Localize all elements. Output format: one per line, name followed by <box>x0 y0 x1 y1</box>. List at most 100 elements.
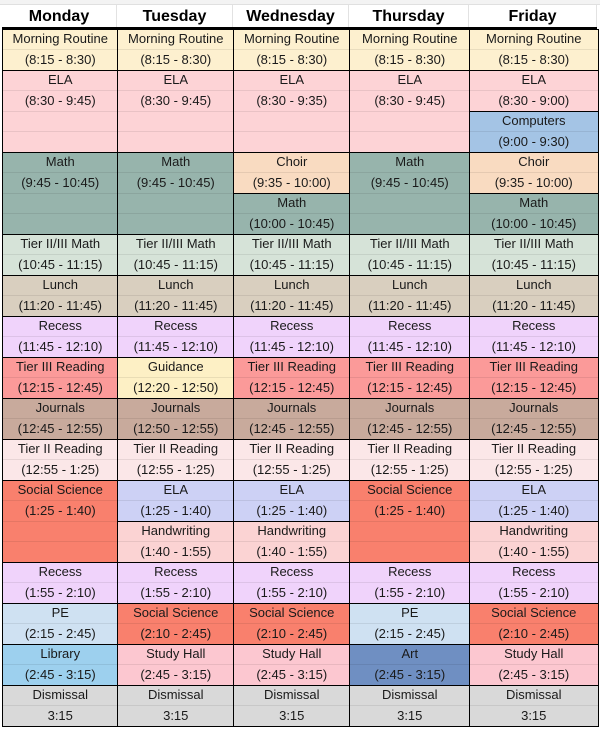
block-time: 3:15 <box>470 705 598 727</box>
block-subject: ELA <box>118 70 234 91</box>
schedule-block-monday-pe[interactable]: PE (2:15 - 2:45) <box>2 602 119 645</box>
block-time: (1:25 - 1:40) <box>118 500 234 522</box>
schedule-block-friday-recess[interactable]: Recess (1:55 - 2:10) <box>469 561 599 604</box>
schedule-block-monday-library[interactable]: Library (2:45 - 3:15) <box>2 643 119 686</box>
schedule-block-wednesday-journals[interactable]: Journals (12:45 - 12:55) <box>233 397 351 440</box>
block-subject: Dismissal <box>470 685 598 706</box>
schedule-block-thursday-tier-ii-iii-math[interactable]: Tier II/III Math (10:45 - 11:15) <box>349 233 471 276</box>
schedule-block-wednesday-tier-ii-reading[interactable]: Tier II Reading (12:55 - 1:25) <box>233 438 351 481</box>
schedule-block-wednesday-choir[interactable]: Choir (9:35 - 10:00) <box>233 151 351 194</box>
schedule-block-tuesday-dismissal[interactable]: Dismissal 3:15 <box>117 684 235 727</box>
schedule-block-wednesday-tier-iii-reading[interactable]: Tier III Reading (12:15 - 12:45) <box>233 356 351 399</box>
schedule-block-friday-handwriting[interactable]: Handwriting (1:40 - 1:55) <box>469 520 599 563</box>
schedule-block-friday-recess[interactable]: Recess (11:45 - 12:10) <box>469 315 599 358</box>
schedule-block-wednesday-dismissal[interactable]: Dismissal 3:15 <box>233 684 351 727</box>
block-subject: Recess <box>234 316 350 337</box>
schedule-block-wednesday-recess[interactable]: Recess (1:55 - 2:10) <box>233 561 351 604</box>
schedule-block-tuesday-ela[interactable]: ELA (1:25 - 1:40) <box>117 479 235 522</box>
block-time: (12:55 - 1:25) <box>3 459 118 481</box>
schedule-block-wednesday-handwriting[interactable]: Handwriting (1:40 - 1:55) <box>233 520 351 563</box>
block-time: (10:45 - 11:15) <box>350 254 470 276</box>
schedule-block-friday-tier-ii-reading[interactable]: Tier II Reading (12:55 - 1:25) <box>469 438 599 481</box>
empty-row <box>118 193 234 214</box>
schedule-block-monday-math[interactable]: Math (9:45 - 10:45) <box>2 151 119 235</box>
schedule-block-monday-dismissal[interactable]: Dismissal 3:15 <box>2 684 119 727</box>
schedule-block-monday-tier-ii-iii-math[interactable]: Tier II/III Math (10:45 - 11:15) <box>2 233 119 276</box>
schedule-block-wednesday-ela[interactable]: ELA (1:25 - 1:40) <box>233 479 351 522</box>
block-subject: Journals <box>3 398 118 419</box>
schedule-block-friday-journals[interactable]: Journals (12:45 - 12:55) <box>469 397 599 440</box>
schedule-block-friday-tier-iii-reading[interactable]: Tier III Reading (12:15 - 12:45) <box>469 356 599 399</box>
schedule-block-tuesday-handwriting[interactable]: Handwriting (1:40 - 1:55) <box>117 520 235 563</box>
schedule-block-thursday-journals[interactable]: Journals (12:45 - 12:55) <box>349 397 471 440</box>
schedule-block-monday-tier-iii-reading[interactable]: Tier III Reading (12:15 - 12:45) <box>2 356 119 399</box>
empty-row <box>118 213 234 235</box>
schedule-block-friday-tier-ii-iii-math[interactable]: Tier II/III Math (10:45 - 11:15) <box>469 233 599 276</box>
schedule-block-thursday-tier-iii-reading[interactable]: Tier III Reading (12:15 - 12:45) <box>349 356 471 399</box>
schedule-block-wednesday-recess[interactable]: Recess (11:45 - 12:10) <box>233 315 351 358</box>
schedule-block-monday-morning-routine[interactable]: Morning Routine (8:15 - 8:30) <box>2 28 119 71</box>
schedule-block-thursday-math[interactable]: Math (9:45 - 10:45) <box>349 151 471 235</box>
schedule-block-tuesday-guidance[interactable]: Guidance (12:20 - 12:50) <box>117 356 235 399</box>
schedule-block-thursday-social-science[interactable]: Social Science (1:25 - 1:40) <box>349 479 471 563</box>
schedule-block-tuesday-lunch[interactable]: Lunch (11:20 - 11:45) <box>117 274 235 317</box>
schedule-block-friday-study-hall[interactable]: Study Hall (2:45 - 3:15) <box>469 643 599 686</box>
block-time: (12:15 - 12:45) <box>234 377 350 399</box>
schedule-block-monday-ela[interactable]: ELA (8:30 - 9:45) <box>2 69 119 153</box>
schedule-block-tuesday-ela[interactable]: ELA (8:30 - 9:45) <box>117 69 235 153</box>
schedule-block-tuesday-journals[interactable]: Journals (12:50 - 12:55) <box>117 397 235 440</box>
block-subject: Choir <box>470 152 598 173</box>
schedule-block-thursday-recess[interactable]: Recess (11:45 - 12:10) <box>349 315 471 358</box>
schedule-block-monday-recess[interactable]: Recess (11:45 - 12:10) <box>2 315 119 358</box>
block-subject: Social Science <box>3 480 118 501</box>
schedule-block-friday-math[interactable]: Math (10:00 - 10:45) <box>469 192 599 235</box>
schedule-block-thursday-tier-ii-reading[interactable]: Tier II Reading (12:55 - 1:25) <box>349 438 471 481</box>
block-time: (12:45 - 12:55) <box>470 418 598 440</box>
schedule-block-friday-lunch[interactable]: Lunch (11:20 - 11:45) <box>469 274 599 317</box>
block-subject: Study Hall <box>118 644 234 665</box>
schedule-block-monday-journals[interactable]: Journals (12:45 - 12:55) <box>2 397 119 440</box>
schedule-block-friday-choir[interactable]: Choir (9:35 - 10:00) <box>469 151 599 194</box>
schedule-block-thursday-pe[interactable]: PE (2:15 - 2:45) <box>349 602 471 645</box>
schedule-block-thursday-ela[interactable]: ELA (8:30 - 9:45) <box>349 69 471 153</box>
block-time: (12:20 - 12:50) <box>118 377 234 399</box>
block-subject: Journals <box>118 398 234 419</box>
schedule-block-thursday-morning-routine[interactable]: Morning Routine (8:15 - 8:30) <box>349 28 471 71</box>
schedule-block-wednesday-lunch[interactable]: Lunch (11:20 - 11:45) <box>233 274 351 317</box>
schedule-block-friday-ela[interactable]: ELA (1:25 - 1:40) <box>469 479 599 522</box>
block-time: (2:45 - 3:15) <box>470 664 598 686</box>
schedule-block-monday-lunch[interactable]: Lunch (11:20 - 11:45) <box>2 274 119 317</box>
schedule-block-tuesday-morning-routine[interactable]: Morning Routine (8:15 - 8:30) <box>117 28 235 71</box>
schedule-block-tuesday-study-hall[interactable]: Study Hall (2:45 - 3:15) <box>117 643 235 686</box>
schedule-block-monday-tier-ii-reading[interactable]: Tier II Reading (12:55 - 1:25) <box>2 438 119 481</box>
schedule-block-friday-computers[interactable]: Computers (9:00 - 9:30) <box>469 110 599 153</box>
empty-row <box>118 131 234 153</box>
block-time: (10:00 - 10:45) <box>470 213 598 235</box>
schedule-block-friday-social-science[interactable]: Social Science (2:10 - 2:45) <box>469 602 599 645</box>
schedule-block-wednesday-social-science[interactable]: Social Science (2:10 - 2:45) <box>233 602 351 645</box>
schedule-block-wednesday-ela[interactable]: ELA (8:30 - 9:35) <box>233 69 351 153</box>
schedule-block-monday-social-science[interactable]: Social Science (1:25 - 1:40) <box>2 479 119 563</box>
block-time: (2:45 - 3:15) <box>350 664 470 686</box>
schedule-block-wednesday-morning-routine[interactable]: Morning Routine (8:15 - 8:30) <box>233 28 351 71</box>
block-subject: Lunch <box>234 275 350 296</box>
schedule-block-tuesday-tier-ii-reading[interactable]: Tier II Reading (12:55 - 1:25) <box>117 438 235 481</box>
block-time: (11:45 - 12:10) <box>234 336 350 358</box>
schedule-block-thursday-recess[interactable]: Recess (1:55 - 2:10) <box>349 561 471 604</box>
schedule-block-friday-dismissal[interactable]: Dismissal 3:15 <box>469 684 599 727</box>
schedule-block-thursday-art[interactable]: Art (2:45 - 3:15) <box>349 643 471 686</box>
schedule-block-wednesday-tier-ii-iii-math[interactable]: Tier II/III Math (10:45 - 11:15) <box>233 233 351 276</box>
schedule-block-friday-morning-routine[interactable]: Morning Routine (8:15 - 8:30) <box>469 28 599 71</box>
schedule-block-monday-recess[interactable]: Recess (1:55 - 2:10) <box>2 561 119 604</box>
schedule-block-tuesday-recess[interactable]: Recess (1:55 - 2:10) <box>117 561 235 604</box>
schedule-block-tuesday-tier-ii-iii-math[interactable]: Tier II/III Math (10:45 - 11:15) <box>117 233 235 276</box>
schedule-block-tuesday-social-science[interactable]: Social Science (2:10 - 2:45) <box>117 602 235 645</box>
schedule-block-tuesday-recess[interactable]: Recess (11:45 - 12:10) <box>117 315 235 358</box>
schedule-block-thursday-lunch[interactable]: Lunch (11:20 - 11:45) <box>349 274 471 317</box>
schedule-block-tuesday-math[interactable]: Math (9:45 - 10:45) <box>117 151 235 235</box>
schedule-block-thursday-dismissal[interactable]: Dismissal 3:15 <box>349 684 471 727</box>
block-subject: Tier II Reading <box>350 439 470 460</box>
schedule-block-wednesday-math[interactable]: Math (10:00 - 10:45) <box>233 192 351 235</box>
schedule-block-wednesday-study-hall[interactable]: Study Hall (2:45 - 3:15) <box>233 643 351 686</box>
schedule-block-friday-ela[interactable]: ELA (8:30 - 9:00) <box>469 69 599 112</box>
